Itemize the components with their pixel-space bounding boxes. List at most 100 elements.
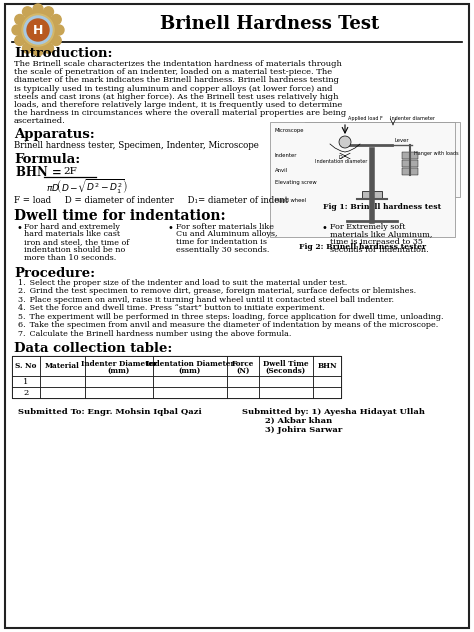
Text: Apparatus:: Apparatus: <box>14 128 95 140</box>
Text: Fig 2: Brinell hardness tester: Fig 2: Brinell hardness tester <box>299 243 426 251</box>
Circle shape <box>22 7 33 17</box>
FancyBboxPatch shape <box>227 376 259 387</box>
Text: (Seconds): (Seconds) <box>266 367 306 375</box>
Text: is typically used in testing aluminum and copper alloys (at lower force) and: is typically used in testing aluminum an… <box>14 85 332 93</box>
Text: D: D <box>339 155 343 160</box>
Text: For softer materials like: For softer materials like <box>176 222 274 231</box>
Text: Anvil: Anvil <box>275 168 288 173</box>
Text: Indentation Diameter: Indentation Diameter <box>146 360 234 368</box>
FancyBboxPatch shape <box>12 356 341 398</box>
Text: S. No: S. No <box>15 362 36 370</box>
Text: BHN: BHN <box>317 362 337 370</box>
Circle shape <box>15 15 25 25</box>
Text: 2. Grind the test specimen to remove dirt, grease, foreign material, surface def: 2. Grind the test specimen to remove dir… <box>18 287 416 295</box>
Text: Brinell hardness tester, Specimen, Indenter, Microscope: Brinell hardness tester, Specimen, Inden… <box>14 140 259 150</box>
Text: The Brinell scale characterizes the indentation hardness of materials through: The Brinell scale characterizes the inde… <box>14 60 342 68</box>
Text: time is increased to 35: time is increased to 35 <box>330 238 423 246</box>
Text: Dwell Time: Dwell Time <box>263 360 309 368</box>
Text: Data collection table:: Data collection table: <box>14 342 173 355</box>
Circle shape <box>33 46 43 56</box>
Text: (mm): (mm) <box>108 367 130 375</box>
FancyBboxPatch shape <box>313 376 341 387</box>
Text: 2) Akbar khan: 2) Akbar khan <box>265 417 332 425</box>
Circle shape <box>12 25 22 35</box>
Text: 6. Take the specimen from anvil and measure the diameter of indentation by means: 6. Take the specimen from anvil and meas… <box>18 321 438 329</box>
FancyBboxPatch shape <box>227 356 259 376</box>
Text: For Extremely soft: For Extremely soft <box>330 222 405 231</box>
FancyBboxPatch shape <box>402 168 419 175</box>
Text: 7. Calculate the Brinell hardness number using the above formula.: 7. Calculate the Brinell hardness number… <box>18 330 292 337</box>
Text: 1: 1 <box>23 377 29 386</box>
FancyBboxPatch shape <box>5 4 469 628</box>
FancyBboxPatch shape <box>313 387 341 398</box>
FancyBboxPatch shape <box>12 356 40 376</box>
Text: essentially 30 seconds.: essentially 30 seconds. <box>176 246 269 254</box>
Circle shape <box>33 4 43 14</box>
Text: 2: 2 <box>23 389 28 397</box>
Text: (mm): (mm) <box>179 367 201 375</box>
Text: Hanger with loads: Hanger with loads <box>414 151 459 156</box>
FancyBboxPatch shape <box>85 387 153 398</box>
Text: Introduction:: Introduction: <box>14 47 112 60</box>
Text: •: • <box>168 222 174 233</box>
Text: •: • <box>16 222 22 233</box>
FancyBboxPatch shape <box>153 387 227 398</box>
Text: •: • <box>322 222 328 233</box>
Text: Indenter Diameter: Indenter Diameter <box>81 360 157 368</box>
FancyBboxPatch shape <box>40 387 85 398</box>
Text: Brinell Hardness Test: Brinell Hardness Test <box>160 15 380 33</box>
FancyBboxPatch shape <box>40 376 85 387</box>
Text: $\pi D\!\left(D-\!\sqrt{D^2-D_1^2}\right)$: $\pi D\!\left(D-\!\sqrt{D^2-D_1^2}\right… <box>46 178 128 196</box>
Text: Dwell time for indentation:: Dwell time for indentation: <box>14 209 226 222</box>
FancyBboxPatch shape <box>153 376 227 387</box>
Text: Fig 1: Brinell hardness test: Fig 1: Brinell hardness test <box>323 203 442 211</box>
Text: Formula:: Formula: <box>14 152 80 166</box>
Text: ascertained.: ascertained. <box>14 118 66 125</box>
Text: Submitted To: Engr. Mohsin Iqbal Qazi: Submitted To: Engr. Mohsin Iqbal Qazi <box>18 408 202 416</box>
Circle shape <box>54 25 64 35</box>
Text: Lever: Lever <box>394 138 409 143</box>
Text: loads, and therefore relatively large indent, it is frequently used to determine: loads, and therefore relatively large in… <box>14 101 342 109</box>
Circle shape <box>22 14 54 46</box>
Text: Cu and Aluminum alloys,: Cu and Aluminum alloys, <box>176 231 277 238</box>
Text: Indentation diameter: Indentation diameter <box>315 159 367 164</box>
Text: Applied load F: Applied load F <box>348 116 383 121</box>
FancyBboxPatch shape <box>402 152 419 159</box>
FancyBboxPatch shape <box>305 122 460 197</box>
Text: hard materials like cast: hard materials like cast <box>24 231 120 238</box>
Text: Hand wheel: Hand wheel <box>275 198 306 203</box>
FancyBboxPatch shape <box>153 356 227 376</box>
Text: H: H <box>33 23 43 37</box>
Text: 1. Select the proper size of the indenter and load to suit the material under te: 1. Select the proper size of the indente… <box>18 279 347 286</box>
Text: Microscope: Microscope <box>275 128 304 133</box>
Text: Submitted by: 1) Ayesha Hidayat Ullah: Submitted by: 1) Ayesha Hidayat Ullah <box>242 408 425 416</box>
Text: Indenter: Indenter <box>275 153 298 158</box>
FancyBboxPatch shape <box>85 376 153 387</box>
Text: 3) Johira Sarwar: 3) Johira Sarwar <box>265 426 342 434</box>
Text: Elevating screw: Elevating screw <box>275 180 317 185</box>
Circle shape <box>27 19 49 41</box>
Text: steels and cast irons (at higher force). As the Brinell test uses relatively hig: steels and cast irons (at higher force).… <box>14 93 338 100</box>
Circle shape <box>44 7 54 17</box>
Text: iron and steel, the time of: iron and steel, the time of <box>24 238 129 246</box>
Circle shape <box>44 43 54 53</box>
Circle shape <box>24 16 52 44</box>
FancyBboxPatch shape <box>85 356 153 376</box>
Text: materials like Aluminum,: materials like Aluminum, <box>330 231 432 238</box>
Text: the scale of penetration of an indenter, loaded on a material test-piece. The: the scale of penetration of an indenter,… <box>14 68 332 76</box>
Text: BHN =: BHN = <box>16 166 62 179</box>
Text: 2F: 2F <box>63 167 77 176</box>
Text: indentation should be no: indentation should be no <box>24 246 125 254</box>
Circle shape <box>20 12 56 48</box>
FancyBboxPatch shape <box>363 191 383 199</box>
FancyBboxPatch shape <box>40 356 85 376</box>
Text: Indenter diameter: Indenter diameter <box>390 116 435 121</box>
FancyBboxPatch shape <box>259 356 313 376</box>
Circle shape <box>15 35 25 46</box>
Text: Material: Material <box>45 362 80 370</box>
Text: more than 10 seconds.: more than 10 seconds. <box>24 254 116 262</box>
Text: the hardness in circumstances where the overall material properties are being: the hardness in circumstances where the … <box>14 109 346 117</box>
FancyBboxPatch shape <box>313 356 341 376</box>
FancyBboxPatch shape <box>12 387 40 398</box>
FancyBboxPatch shape <box>227 387 259 398</box>
